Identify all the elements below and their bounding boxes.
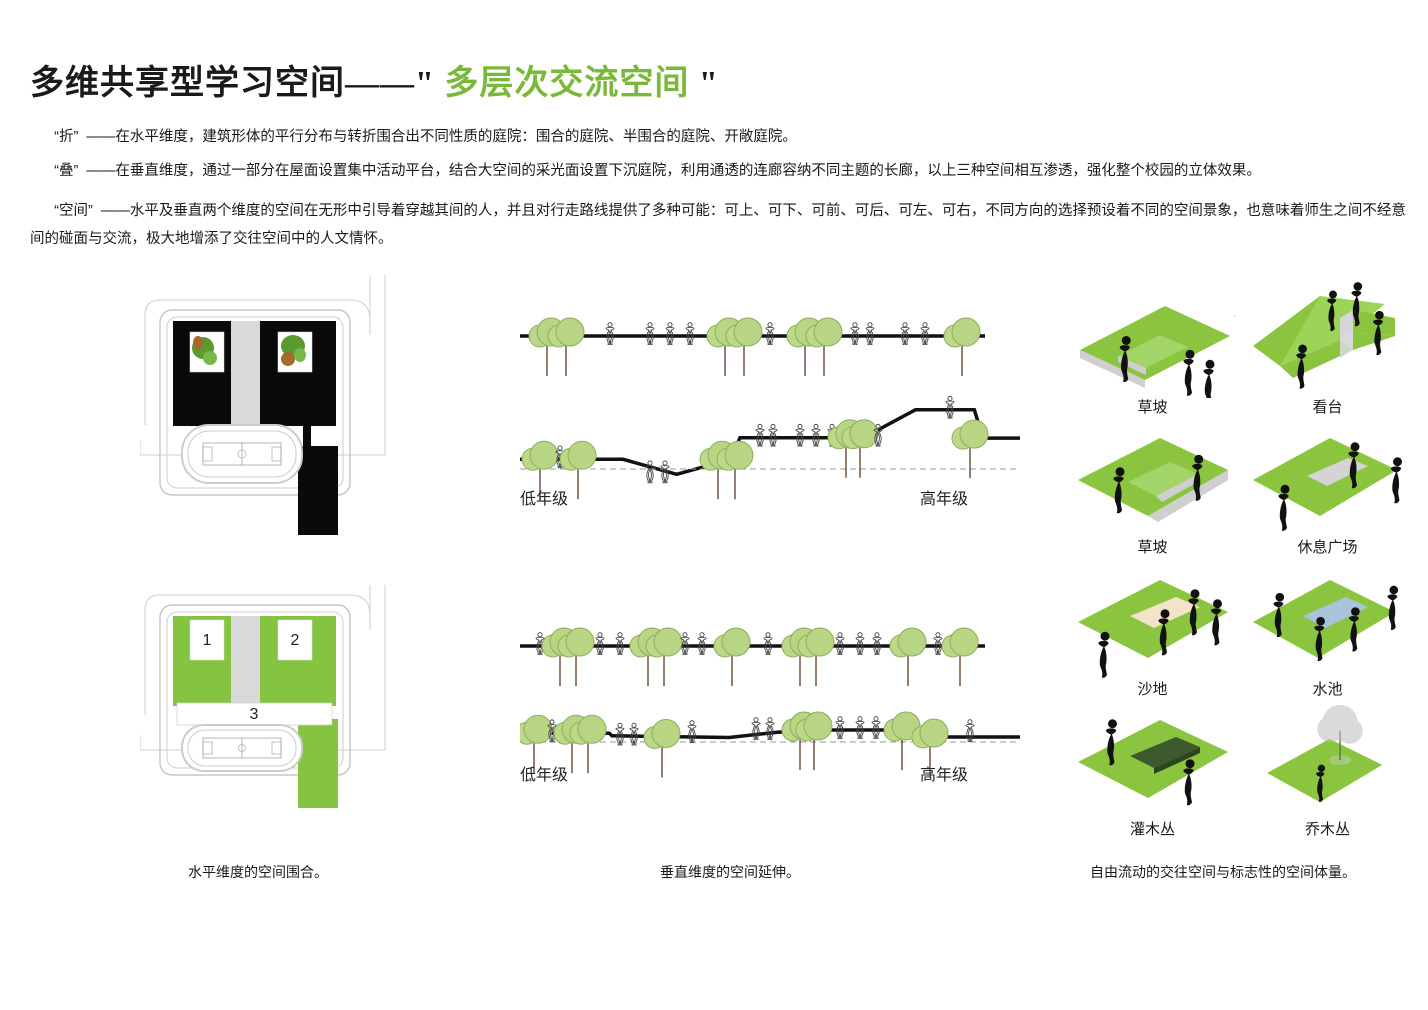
svg-text:高年级: 高年级 (920, 766, 968, 784)
svg-text:低年级: 低年级 (520, 490, 568, 508)
svg-text:3: 3 (250, 706, 259, 723)
svg-text:1: 1 (203, 632, 212, 649)
svg-text:低年级: 低年级 (520, 766, 568, 784)
svg-text:2: 2 (291, 632, 300, 649)
svg-text:高年级: 高年级 (920, 490, 968, 508)
